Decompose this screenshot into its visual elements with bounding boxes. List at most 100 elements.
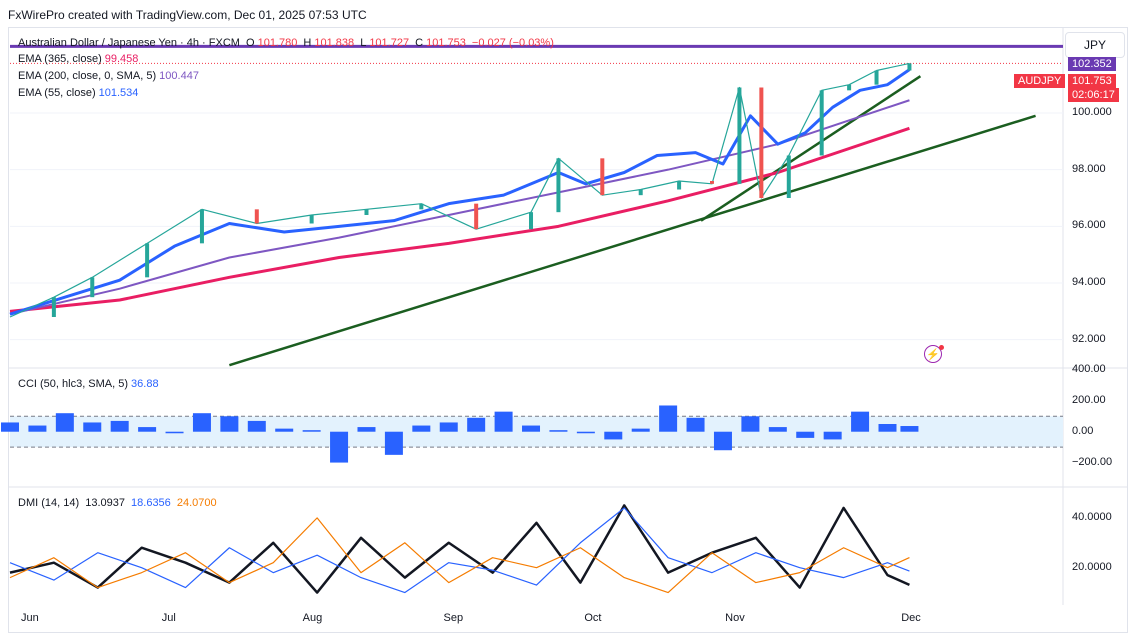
price-candle (907, 63, 912, 71)
dmi-plus-di-line (9, 507, 910, 594)
symbol-tag: AUDJPY (1014, 74, 1066, 88)
cci-bar (83, 422, 102, 432)
x-tick-label: Sep (443, 612, 464, 624)
ema200-legend[interactable]: EMA (200, close, 0, SMA, 5) 100.447 (18, 70, 202, 82)
ohlc-low: 101.727 (369, 37, 410, 49)
price-candle (145, 243, 150, 278)
ohlc-close: 101.753 (426, 37, 466, 49)
price-tick-label: 94.000 (1072, 276, 1106, 288)
x-tick-label: Nov (725, 612, 745, 624)
x-tick-label: Dec (901, 612, 921, 624)
dmi-minus-di-line (9, 517, 910, 594)
cci-bar (900, 426, 919, 432)
ema55-legend[interactable]: EMA (55, close) 101.534 (18, 87, 141, 99)
cci-name: CCI (50, hlc3, SMA, 5) (18, 378, 129, 390)
price-candle (737, 87, 742, 184)
cci-bar (823, 431, 842, 440)
price-candle (677, 181, 682, 190)
x-tick-label: Jul (161, 612, 176, 624)
symbol-title: Australian Dollar / Japanese Yen · 4h · … (18, 37, 240, 49)
symbol-legend[interactable]: Australian Dollar / Japanese Yen · 4h · … (18, 37, 557, 49)
dmi-tick-label: 20.0000 (1072, 560, 1112, 573)
price-candle (529, 212, 534, 230)
cci-bar (796, 431, 815, 438)
ohlc-h-label: H (303, 37, 312, 49)
price-candle (419, 203, 424, 210)
price-candle (759, 87, 764, 198)
dmi-adx-value: 13.0937 (85, 497, 125, 509)
cci-bar (604, 431, 623, 440)
x-tick-label: Aug (302, 612, 323, 624)
cci-bar (631, 428, 650, 432)
price-candle (309, 215, 314, 224)
ema200-value: 100.447 (159, 70, 199, 82)
trendline (700, 75, 922, 222)
cci-value: 36.88 (131, 378, 159, 390)
cci-bar (55, 413, 74, 432)
cci-tick-label: 0.00 (1072, 424, 1094, 437)
price-candle (638, 189, 643, 196)
price-candle (710, 181, 714, 184)
cci-bar (686, 417, 705, 432)
cci-bar (247, 420, 266, 432)
cci-bar (302, 430, 321, 432)
price-candle (364, 209, 369, 215)
cci-bar (412, 425, 431, 432)
cci-bar (439, 422, 458, 432)
ema55-line (9, 68, 911, 316)
cci-tick-label: −200.00 (1072, 455, 1113, 468)
last-price-tag: 101.753 (1068, 74, 1116, 88)
cci-legend[interactable]: CCI (50, hlc3, SMA, 5) 36.88 (18, 378, 162, 390)
cci-bar (110, 420, 129, 432)
dmi-minus-value: 24.0700 (176, 497, 217, 509)
price-candle (600, 158, 605, 196)
ema55-name: EMA (55, close) (18, 87, 96, 99)
price-tick-label: 100.000 (1072, 106, 1112, 118)
ema365-line (9, 126, 910, 313)
x-tick-label: Oct (584, 612, 602, 624)
dmi-tick-label: 40.0000 (1072, 510, 1112, 523)
ema365-name: EMA (365, close) (18, 53, 102, 65)
ema200-line (9, 99, 910, 316)
ohlc-change: −0.027 (−0.03%) (471, 37, 554, 49)
cci-bar (659, 405, 678, 432)
price-candle (51, 297, 56, 317)
ema200-name: EMA (200, close, 0, SMA, 5) (18, 70, 157, 82)
flash-icon[interactable]: ⚡ (924, 345, 942, 363)
cci-bar (220, 416, 239, 432)
ema365-value: 99.458 (104, 53, 139, 65)
chart-frame (8, 27, 1128, 633)
dmi-name: DMI (14, 14) (18, 497, 80, 509)
cci-bar (138, 427, 157, 432)
ohlc-l-label: L (360, 37, 367, 49)
resistance-price-tag: 102.352 (1068, 57, 1116, 71)
watermark-header: FxWirePro created with TradingView.com, … (8, 8, 367, 22)
x-tick-label: Jun (20, 612, 39, 624)
price-tick-label: 96.000 (1072, 219, 1106, 232)
price-tick-label: 92.000 (1072, 332, 1106, 345)
cci-bar (165, 431, 184, 434)
price-candle (786, 155, 791, 198)
dmi-adx-line (9, 504, 910, 594)
cci-bar (275, 428, 294, 432)
price-candle (474, 203, 479, 230)
dmi-plus-value: 18.6356 (131, 497, 171, 509)
price-candle (556, 158, 561, 213)
cci-bar (28, 425, 47, 432)
cci-bar (851, 411, 870, 432)
cci-bar (357, 427, 376, 432)
ema365-legend[interactable]: EMA (365, close) 99.458 (18, 53, 141, 65)
ohlc-o-label: O (246, 37, 255, 49)
trendline (229, 114, 1036, 367)
ema55-value: 101.534 (98, 87, 139, 99)
cci-bar (384, 431, 403, 455)
notification-dot (939, 345, 944, 350)
cci-bar (494, 411, 513, 432)
cci-bar (1, 422, 19, 432)
cci-bar (549, 430, 568, 432)
cci-bar (330, 431, 349, 463)
cci-bar (878, 424, 897, 432)
dmi-legend[interactable]: DMI (14, 14) 13.0937 18.6356 24.0700 (18, 497, 220, 509)
currency-button[interactable]: JPY (1065, 32, 1125, 58)
